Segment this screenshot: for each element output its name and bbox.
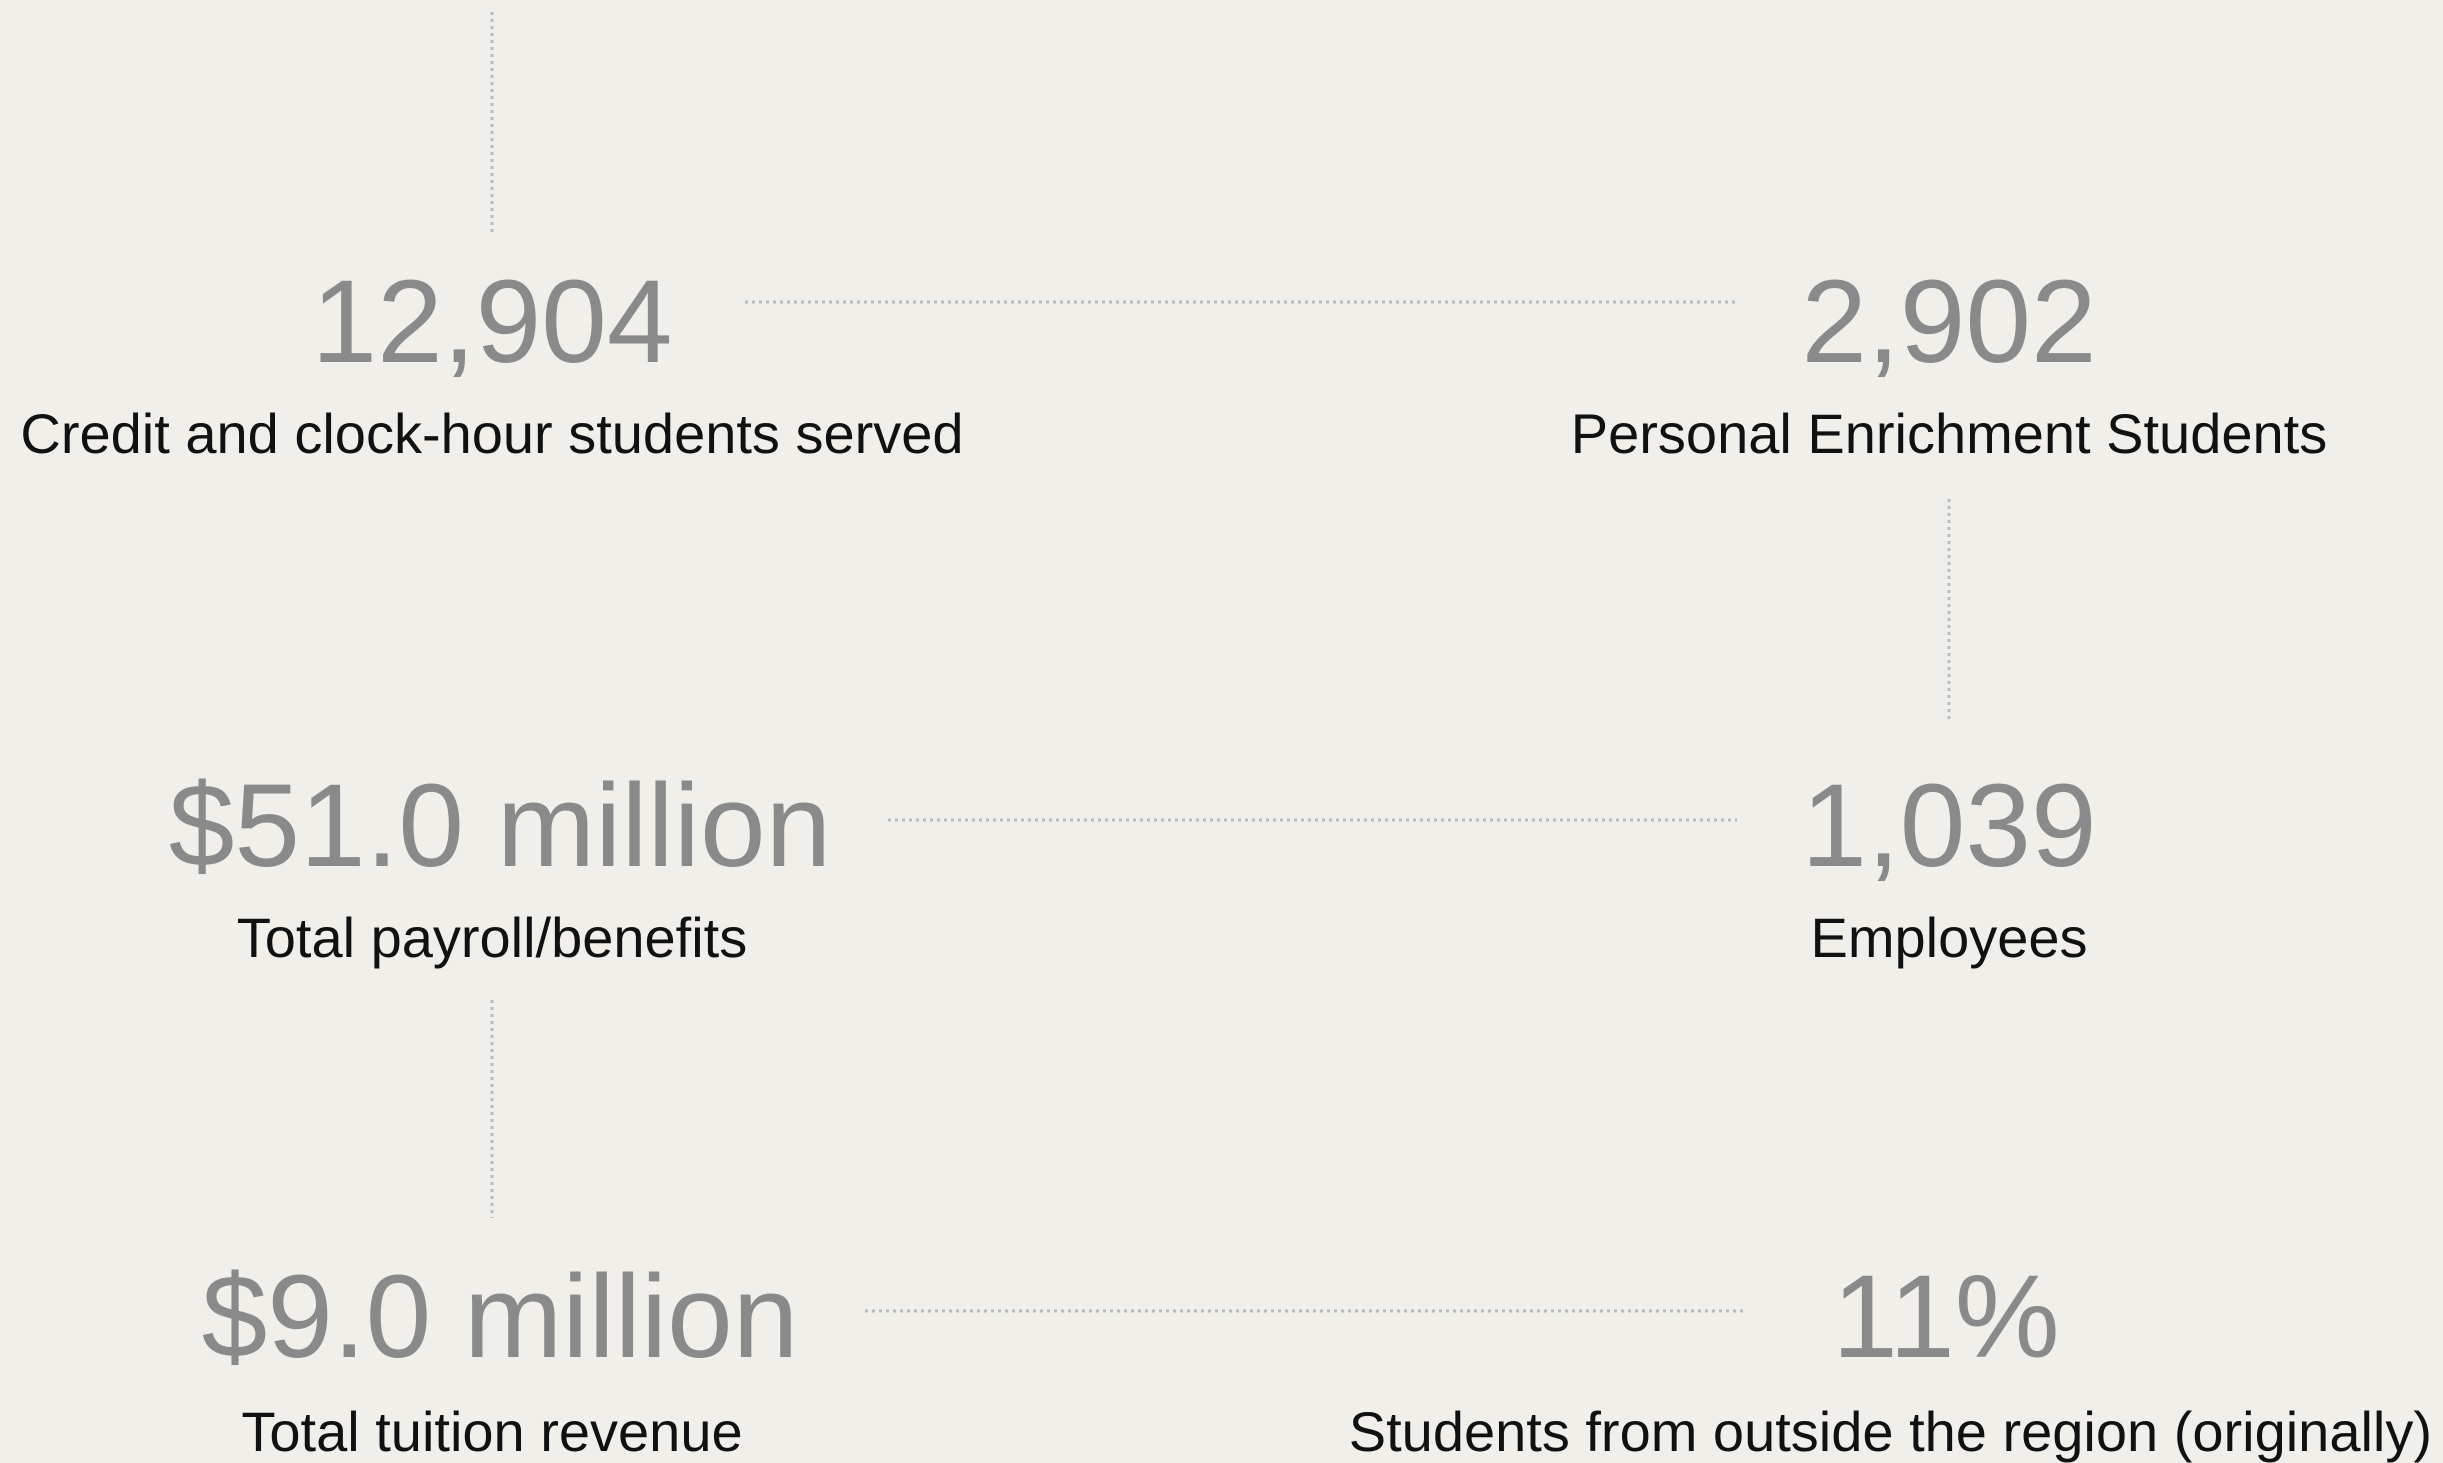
stat-label: Credit and clock-hour students served — [20, 402, 963, 465]
stat-value: 1,039 — [1801, 760, 2096, 892]
stat-label: Employees — [1810, 906, 2087, 969]
stat-value: 2,902 — [1801, 256, 2096, 388]
stat-value: 11% — [1832, 1251, 2059, 1383]
stat-value: $51.0 million — [169, 760, 831, 892]
stat-label: Total tuition revenue — [241, 1400, 742, 1463]
stat-value: 12,904 — [312, 256, 673, 388]
stat-value: $9.0 million — [202, 1251, 799, 1383]
stat-label: Students from outside the region (origin… — [1349, 1400, 2432, 1463]
stat-label: Total payroll/benefits — [237, 906, 748, 969]
stat-label: Personal Enrichment Students — [1571, 402, 2327, 465]
